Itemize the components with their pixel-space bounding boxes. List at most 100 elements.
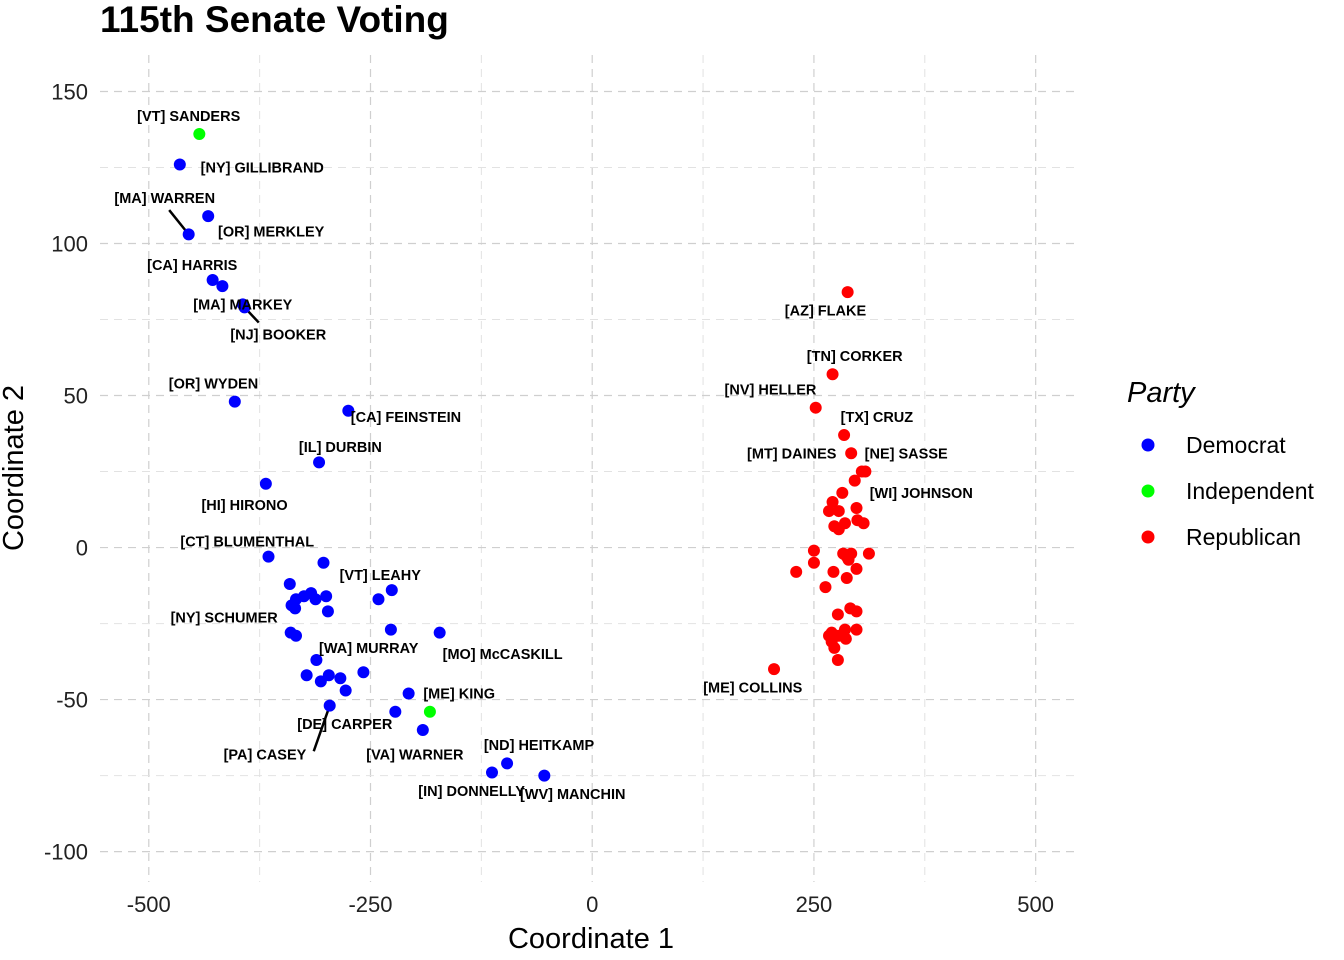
data-point-democrat [416, 723, 429, 736]
y-tick-label: -50 [56, 688, 88, 713]
data-point-republican [845, 447, 858, 460]
data-point-democrat [357, 666, 370, 679]
data-points [173, 128, 875, 782]
data-point-republican [842, 553, 855, 566]
data-point-republican [836, 486, 849, 499]
point-label: [MO] McCASKILL [443, 647, 563, 663]
data-point-democrat [309, 593, 322, 606]
point-label: [MT] DAINES [747, 446, 837, 462]
data-point-republican [823, 505, 836, 518]
point-label: [WV] MANCHIN [520, 787, 626, 803]
point-label: [WI] JOHNSON [870, 486, 973, 502]
point-label: [IL] DURBIN [299, 440, 382, 456]
data-point-democrat [290, 629, 302, 642]
y-tick-label: 100 [51, 232, 88, 257]
data-point-republican [850, 502, 863, 515]
data-point-republican [807, 556, 820, 569]
data-point-democrat [433, 626, 446, 639]
data-point-independent [423, 705, 436, 718]
data-point-democrat [216, 280, 229, 293]
point-label: [NJ] BOOKER [230, 328, 326, 344]
point-label: [IN] DONNELLY [418, 784, 525, 800]
data-point-democrat [283, 578, 296, 591]
legend-label-democrat: Democrat [1186, 432, 1286, 458]
point-label: [MA] MARKEY [193, 297, 292, 313]
point-label: [VA] WARNER [366, 747, 464, 763]
point-label: [NE] SASSE [865, 446, 948, 462]
data-point-democrat [289, 602, 302, 615]
data-point-democrat [389, 705, 402, 718]
point-label: [TX] CRUZ [841, 410, 914, 426]
legend-title: Party [1127, 377, 1196, 409]
data-point-democrat [342, 404, 355, 417]
point-label: [OR] MERKLEY [218, 224, 325, 240]
data-point-democrat [320, 590, 333, 603]
data-point-democrat [384, 623, 397, 636]
point-label: [NY] GILLIBRAND [201, 160, 324, 176]
data-point-republican [826, 495, 839, 508]
point-label: [PA] CASEY [224, 747, 307, 763]
data-point-democrat [321, 605, 334, 618]
data-point-democrat [334, 672, 347, 685]
grid-lines [100, 55, 1080, 882]
point-labels: [VT] SANDERS [NY] GILLIBRAND [MA] WARREN [O… [114, 109, 972, 803]
data-point-democrat [310, 654, 323, 667]
point-label: [MA] WARREN [114, 191, 215, 207]
data-point-democrat [402, 687, 415, 700]
point-label: [DE] CARPER [297, 717, 393, 733]
data-point-democrat [173, 158, 186, 171]
point-label: [VT] LEAHY [340, 568, 422, 584]
data-point-independent [193, 128, 206, 141]
data-point-republican [850, 623, 863, 636]
data-point-democrat [317, 556, 330, 569]
point-label: [NV] HELLER [725, 382, 817, 398]
data-point-republican [809, 401, 822, 414]
data-point-republican [768, 663, 781, 676]
legend-label-republican: Republican [1186, 524, 1301, 550]
label-connector-line [312, 705, 331, 752]
data-point-democrat [313, 456, 326, 469]
data-point-democrat [259, 477, 272, 490]
y-tick-label: -100 [44, 840, 88, 865]
data-point-republican [832, 505, 845, 518]
data-point-republican [827, 565, 840, 578]
point-label: [TN] CORKER [807, 349, 903, 365]
data-point-republican [826, 368, 839, 381]
data-point-republican [831, 654, 844, 667]
data-point-republican [819, 581, 832, 594]
data-point-democrat [501, 757, 514, 770]
x-axis-ticks: -500 -250 0 250 500 [127, 892, 1054, 917]
point-label: [CA] HARRIS [147, 258, 238, 274]
data-point-democrat [385, 584, 398, 597]
legend-key-independent [1141, 484, 1155, 498]
data-point-democrat [339, 684, 352, 697]
data-point-democrat [372, 593, 385, 606]
data-point-republican [841, 286, 854, 299]
data-point-republican [839, 632, 852, 645]
data-point-democrat [323, 699, 336, 712]
point-label: [NY] SCHUMER [171, 610, 279, 626]
data-point-democrat [228, 395, 241, 408]
x-axis-title: Coordinate 1 [508, 923, 674, 955]
data-point-republican [848, 474, 861, 487]
data-point-republican [850, 605, 863, 618]
y-axis-ticks: -100 -50 0 50 100 150 [44, 79, 88, 864]
point-label: [ND] HEITKAMP [484, 738, 595, 754]
data-point-republican [831, 608, 844, 621]
point-label: [ME] KING [423, 686, 495, 702]
data-point-republican [838, 429, 851, 442]
point-label: [CT] BLUMENTHAL [180, 534, 314, 550]
point-label: [WA] MURRAY [319, 641, 419, 657]
data-point-democrat [182, 228, 195, 241]
data-point-democrat [300, 669, 313, 682]
x-tick-label: -500 [127, 892, 171, 917]
x-tick-label: 500 [1017, 892, 1054, 917]
data-point-democrat [262, 550, 275, 563]
data-point-republican [832, 523, 845, 536]
legend-entries: Democrat Independent Republican [1141, 432, 1315, 550]
data-point-democrat [538, 769, 551, 782]
legend-label-independent: Independent [1186, 478, 1315, 504]
data-point-republican [857, 517, 870, 530]
data-point-democrat [486, 766, 498, 779]
y-tick-label: 0 [76, 536, 88, 561]
